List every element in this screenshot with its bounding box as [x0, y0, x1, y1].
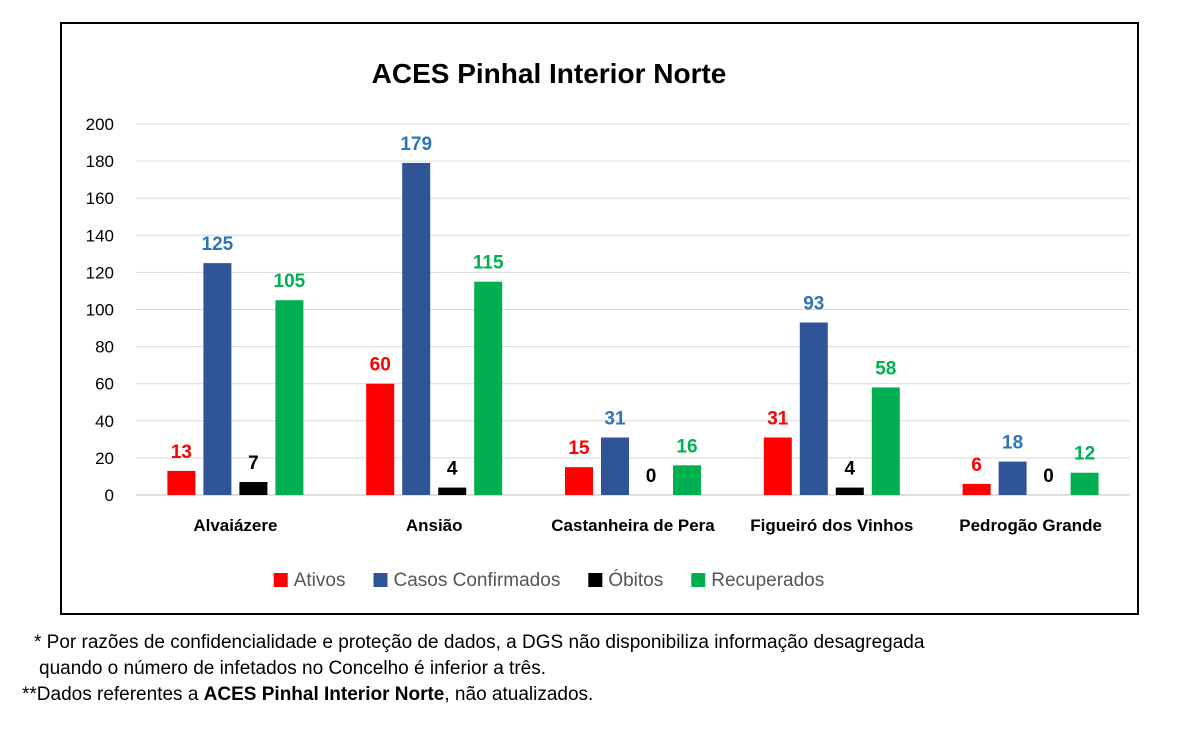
data-label-3-1: 115 — [473, 253, 504, 274]
bar-3-3 — [871, 387, 900, 495]
bar-0-0 — [167, 470, 196, 495]
chart-frame: ACES Pinhal Interior Norte 0 20 40 60 80 100 1… — [60, 22, 1139, 615]
data-label-3-0: 105 — [274, 271, 306, 292]
y-tick-label-180: 180 — [86, 152, 114, 171]
bar-2-0 — [239, 482, 268, 495]
bar-1-3 — [799, 322, 828, 495]
footnote-2-bold: ACES Pinhal Interior Norte — [203, 684, 445, 705]
bar-3-0 — [275, 300, 304, 495]
category-label-2: Castanheira de Pera — [551, 516, 715, 535]
bar-0-4 — [962, 483, 991, 495]
footnote-2: **Dados referentes a ACES Pinhal Interio… — [22, 682, 1182, 708]
footnote-2-prefix: **Dados referentes a — [22, 684, 204, 705]
y-axis-ticks: 0 20 40 60 80 100 120 140 160 180 200 — [86, 115, 114, 505]
bar-1-4 — [998, 461, 1027, 495]
data-label-1-4: 18 — [1002, 433, 1023, 454]
y-tick-label-80: 80 — [95, 338, 114, 357]
y-tick-label-200: 200 — [86, 115, 114, 134]
bar-chart: ACES Pinhal Interior Norte 0204060801001… — [86, 58, 1130, 591]
legend-label-3: Recuperados — [711, 570, 824, 591]
data-label-0-4: 6 — [971, 455, 982, 476]
bars — [167, 162, 1099, 495]
y-tick-label-20: 20 — [95, 449, 114, 468]
data-label-0-2: 15 — [568, 438, 590, 459]
footnote-1-line-2: quando o número de infetados no Concelho… — [39, 658, 546, 679]
category-label-0: Alvaiázere — [193, 516, 277, 535]
bar-1-1 — [402, 162, 431, 495]
y-tick-label-100: 100 — [86, 301, 114, 320]
bar-0-3 — [763, 437, 792, 495]
y-tick-label-0: 0 — [105, 486, 114, 505]
data-label-3-4: 12 — [1074, 444, 1095, 465]
legend: Ativos Casos Confirmados Óbitos Recuperados — [273, 569, 824, 591]
legend-label-0: Ativos — [294, 570, 346, 591]
data-label-1-3: 93 — [803, 293, 824, 314]
legend-label-1: Casos Confirmados — [393, 570, 560, 591]
bar-0-1 — [366, 383, 395, 495]
bar-2-1 — [438, 487, 467, 495]
x-axis-categories: Alvaiázere Ansião Castanheira de Pera Figue… — [193, 516, 1102, 535]
data-label-2-4: 0 — [1043, 466, 1054, 487]
data-label-3-3: 58 — [875, 358, 896, 379]
bar-1-0 — [203, 263, 232, 495]
legend-label-2: Óbitos — [608, 569, 663, 591]
footnote-1-line-1: * Por razões de confidencialidade e prot… — [34, 632, 925, 653]
bar-0-2 — [565, 467, 593, 495]
category-label-3: Figueiró dos Vinhos — [750, 516, 913, 535]
data-label-2-3: 4 — [845, 459, 856, 480]
data-label-2-2: 0 — [646, 466, 657, 487]
bar-2-3 — [835, 487, 864, 495]
data-label-1-1: 179 — [400, 134, 432, 155]
y-tick-label-60: 60 — [95, 375, 114, 394]
y-tick-label-40: 40 — [95, 412, 114, 431]
y-tick-label-120: 120 — [86, 263, 114, 282]
bar-1-2 — [601, 437, 629, 495]
data-label-2-1: 4 — [447, 459, 458, 480]
legend-swatch-3 — [691, 573, 706, 587]
data-label-0-1: 60 — [370, 355, 391, 376]
bar-3-4 — [1070, 472, 1099, 495]
legend-swatch-1 — [373, 573, 388, 587]
y-tick-label-160: 160 — [86, 189, 114, 208]
data-labels: 13 125 7 105 60 179 4 115 15 31 0 16 31 93 4 58 6 18 0 12 — [171, 134, 1095, 487]
data-label-0-3: 31 — [767, 408, 789, 429]
footnote-2-suffix: , não atualizados. — [444, 684, 594, 705]
legend-swatch-0 — [273, 573, 288, 587]
data-label-1-2: 31 — [604, 408, 626, 429]
category-label-1: Ansião — [406, 516, 463, 535]
data-label-3-2: 16 — [676, 436, 697, 457]
bar-3-2 — [673, 465, 701, 495]
category-label-4: Pedrogão Grande — [959, 516, 1102, 535]
legend-swatch-2 — [588, 573, 603, 587]
data-label-2-0: 7 — [248, 453, 259, 474]
data-label-0-0: 13 — [171, 442, 192, 463]
chart-title: ACES Pinhal Interior Norte — [372, 58, 727, 89]
footnotes: * Por razões de confidencialidade e prot… — [22, 630, 1182, 708]
data-label-1-0: 125 — [202, 234, 234, 255]
bar-3-1 — [474, 281, 503, 495]
y-tick-label-140: 140 — [86, 226, 114, 245]
